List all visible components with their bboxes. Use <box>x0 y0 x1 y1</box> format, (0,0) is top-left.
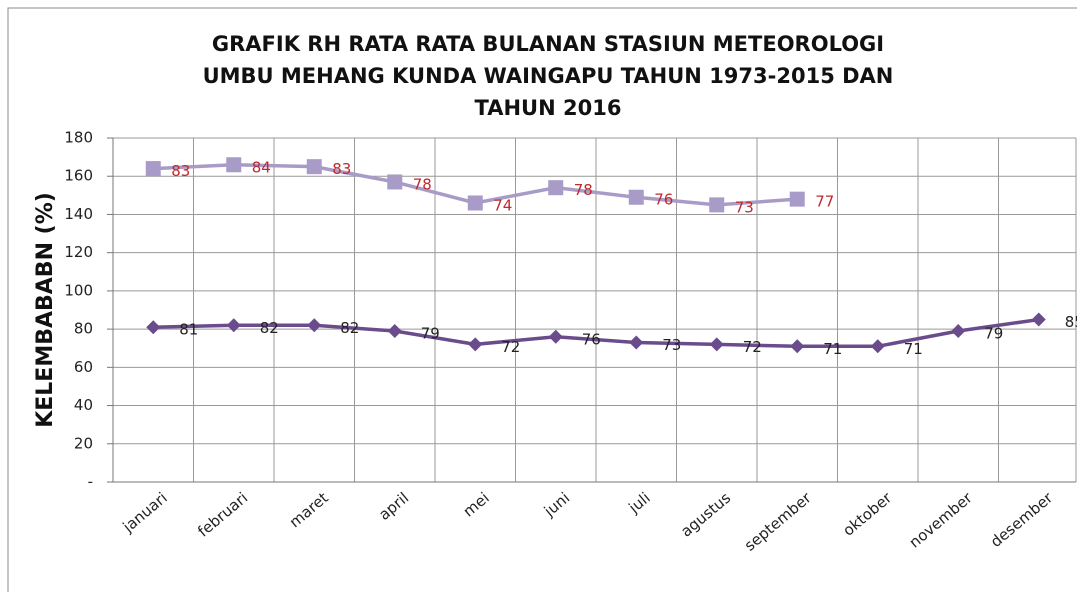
marker-diamond <box>1031 312 1046 327</box>
marker-square <box>548 180 564 196</box>
data-label: 81 <box>179 321 198 339</box>
data-label: 76 <box>582 330 601 348</box>
x-tick-label: november <box>906 488 977 551</box>
chart-frame <box>7 7 1077 592</box>
marker-diamond <box>790 339 805 354</box>
marker-square <box>709 197 725 213</box>
marker-square <box>628 189 644 205</box>
y-tick-label: 60 <box>74 358 93 376</box>
data-label: 79 <box>984 325 1003 343</box>
y-tick-label: 20 <box>74 434 93 452</box>
marker-diamond <box>629 335 644 350</box>
data-label: 74 <box>493 196 512 214</box>
x-tick-label: juni <box>540 489 573 521</box>
data-label: 78 <box>574 181 593 199</box>
marker-diamond <box>146 320 161 335</box>
x-tick-label: april <box>375 489 412 524</box>
data-label: 82 <box>340 319 359 337</box>
marker-diamond <box>468 337 483 352</box>
y-tick-label: 40 <box>74 396 93 414</box>
data-label: 85 <box>1065 313 1077 331</box>
y-tick-label: 140 <box>64 205 93 223</box>
marker-diamond <box>870 339 885 354</box>
data-label: 83 <box>332 160 351 178</box>
y-axis-label: KELEMBABABN (%) <box>33 192 58 428</box>
data-label: 76 <box>654 191 673 209</box>
series-line <box>153 317 1039 349</box>
marker-square <box>306 159 322 175</box>
data-label: 78 <box>413 175 432 193</box>
data-label: 79 <box>421 325 440 343</box>
data-label: 73 <box>662 336 681 354</box>
marker-diamond <box>226 318 241 333</box>
marker-diamond <box>307 318 322 333</box>
data-label: 83 <box>171 162 190 180</box>
data-label: 71 <box>823 340 842 358</box>
marker-square <box>387 174 403 190</box>
chart-title: UMBU MEHANG KUNDA WAINGAPU TAHUN 1973-20… <box>203 64 894 88</box>
data-label: 82 <box>260 319 279 337</box>
marker-square <box>226 157 242 173</box>
x-tick-label: agustus <box>677 489 734 541</box>
x-tick-label: januari <box>119 489 171 537</box>
chart-title: GRAFIK RH RATA RATA BULANAN STASIUN METE… <box>212 32 884 56</box>
data-label: 71 <box>904 340 923 358</box>
x-tick-label: juli <box>625 489 654 518</box>
x-tick-label: maret <box>286 489 332 532</box>
y-tick-label: 120 <box>64 243 93 261</box>
data-label: 72 <box>501 338 520 356</box>
chart-title: TAHUN 2016 <box>475 96 622 120</box>
marker-diamond <box>387 324 402 339</box>
x-tick-label: desember <box>987 488 1057 551</box>
marker-square <box>789 191 805 207</box>
x-tick-label: september <box>741 488 815 555</box>
y-tick-label: 100 <box>64 281 93 299</box>
x-tick-label: februari <box>194 489 251 541</box>
marker-diamond <box>709 337 724 352</box>
data-label: 84 <box>252 158 271 176</box>
x-tick-label: oktober <box>839 488 896 540</box>
marker-diamond <box>951 324 966 339</box>
x-tick-label: mei <box>460 489 493 521</box>
data-label: 73 <box>735 198 754 216</box>
y-tick-label: 160 <box>64 167 93 185</box>
marker-square <box>145 161 161 177</box>
marker-square <box>467 195 483 211</box>
y-tick-label: 80 <box>74 320 93 338</box>
marker-diamond <box>548 329 563 344</box>
y-tick-label: 180 <box>64 129 93 147</box>
data-label: 77 <box>815 193 834 211</box>
y-tick-label: - <box>88 473 93 491</box>
data-label: 72 <box>743 338 762 356</box>
